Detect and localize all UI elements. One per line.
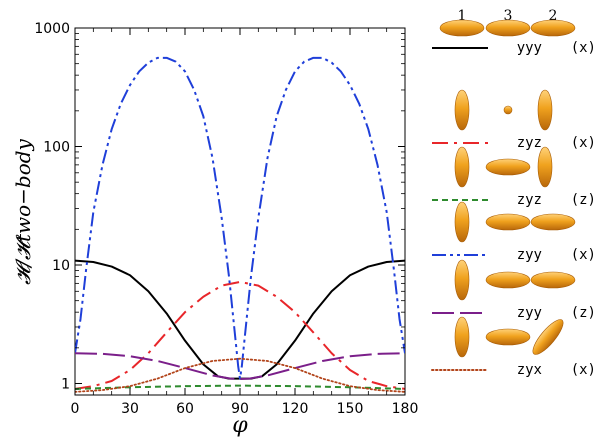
y-axis-title: 𝓗/𝓗two−body (11, 138, 35, 284)
series-line-zyy-z (75, 352, 405, 381)
series-line-zyx-x (75, 357, 405, 393)
ellipsoid-icon (454, 259, 470, 301)
ellipsoid-icon (485, 19, 531, 37)
x-tick-label: 30 (121, 401, 139, 417)
ellipsoid-icon (485, 158, 531, 176)
legend-config-label: zyy (517, 247, 542, 263)
legend-axis-label: (x) (571, 247, 596, 263)
y-tick-label: 1000 (34, 21, 70, 37)
series-layer (75, 56, 405, 393)
legend-axis-label: (x) (571, 362, 596, 378)
series-line-zyz-x (75, 280, 405, 390)
plot-frame (74, 27, 406, 396)
series-line-zyz-z (75, 384, 405, 390)
series-line-zyy-x (75, 56, 405, 380)
ellipsoid-icon (485, 213, 531, 231)
ellipsoid-icon (439, 19, 485, 37)
x-axis-title: φ (232, 413, 248, 438)
x-tick-label: 150 (337, 401, 364, 417)
ellipsoid-icon (530, 271, 576, 289)
legend-config-label: zyz (517, 135, 542, 151)
legend-config-label: yyy (517, 40, 542, 56)
legend-config-label: zyz (517, 192, 542, 208)
legend-axis-label: (z) (571, 192, 596, 208)
particle-index-label: 2 (549, 8, 558, 24)
x-tick-label: 180 (392, 401, 419, 417)
legend-config-label: zyx (517, 362, 542, 378)
y-tick-label: 10 (52, 258, 70, 274)
ellipsoid-icon (532, 319, 564, 355)
x-tick-label: 60 (176, 401, 194, 417)
series-line-yyy-x (75, 259, 405, 380)
legend-axis-label: (x) (571, 40, 596, 56)
ellipsoid-icon (485, 328, 531, 346)
ellipsoid-icon (537, 89, 553, 131)
particle-index-label: 1 (458, 8, 467, 24)
ellipsoid-icon (503, 105, 513, 115)
ellipsoid-icon (454, 316, 470, 358)
particle-index-label: 3 (504, 8, 513, 24)
ellipsoid-icon (454, 146, 470, 188)
y-tick-label: 1 (61, 377, 70, 393)
ellipsoid-icon (537, 146, 553, 188)
ellipsoid-icon (530, 19, 576, 37)
x-tick-label: 90 (231, 401, 249, 417)
ellipsoid-icon (485, 271, 531, 289)
legend-axis-label: (x) (571, 135, 596, 151)
ellipsoid-icon (454, 201, 470, 243)
legend-config-label: zyy (517, 305, 542, 321)
y-tick-label: 100 (43, 140, 70, 156)
x-tick-label: 0 (71, 401, 80, 417)
legend: 1 3 2 yyy (x) zyz (x) zyz (z) zyy (x) zyy (z) zyx (x) (431, 8, 596, 378)
ellipsoid-icon (530, 213, 576, 231)
legend-axis-label: (z) (571, 305, 596, 321)
axis-layer: 0 30 60 90 120 150 180 1 10 100 1000 (34, 21, 418, 417)
x-tick-label: 120 (282, 401, 309, 417)
ellipsoid-icon (454, 89, 470, 131)
